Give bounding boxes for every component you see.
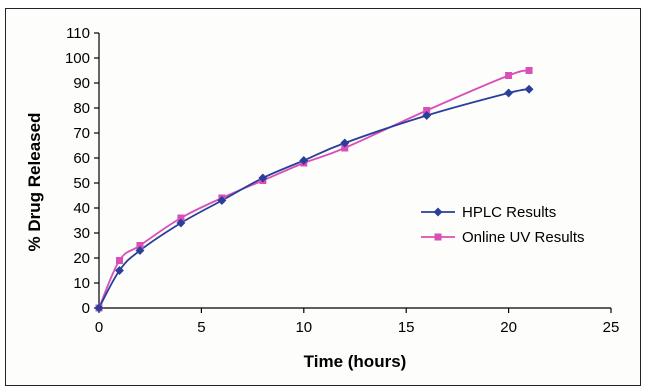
y-tick-label: 10 (73, 275, 90, 292)
y-tick-label: 100 (65, 50, 90, 67)
series-lines (98, 69, 530, 309)
y-axis-title: % Drug Released (25, 113, 44, 252)
x-axis-title: Time (hours) (304, 352, 407, 371)
hplc-results-point (94, 303, 104, 313)
hplc-results-point (114, 265, 125, 276)
x-tick-label: 20 (500, 319, 517, 336)
hplc-results-line (98, 88, 530, 309)
hplc-results-point (258, 173, 268, 183)
legend-marker-hplc-results (433, 207, 443, 217)
y-tick-label: 80 (73, 100, 90, 117)
hplc-results-point (524, 84, 534, 94)
hplc-results-point (135, 245, 145, 256)
legend: HPLC Results Online UV Results (421, 204, 585, 246)
hplc-results-point (299, 155, 309, 166)
y-tick-label: 30 (73, 225, 90, 242)
x-tick-label: 10 (295, 319, 312, 336)
axes: 0 10 20 30 40 50 60 70 80 90 100 110 0 5 10 15 20 25 (65, 25, 619, 336)
x-tick-label: 15 (398, 319, 415, 336)
y-tick-label: 20 (73, 250, 90, 267)
hplc-results-point (217, 195, 227, 206)
y-tick-label: 70 (73, 125, 90, 142)
online-uv-results-point (115, 257, 123, 264)
hplc-results-point (176, 218, 186, 228)
drug-release-chart: 0 10 20 30 40 50 60 70 80 90 100 110 0 5 10 15 20 25 Time… (25, 25, 619, 371)
x-tick-label: 5 (197, 319, 205, 336)
y-tick-label: 0 (82, 300, 90, 317)
legend-marker-online-uv-results (434, 233, 442, 241)
hplc-results-point (340, 138, 350, 148)
series-markers (94, 67, 534, 313)
legend-label-online-uv-results: Online UV Results (462, 229, 585, 246)
hplc-results-point (504, 88, 514, 98)
online-uv-results-point (525, 67, 533, 74)
y-tick-label: 110 (66, 25, 90, 42)
legend-label-hplc-results: HPLC Results (462, 204, 556, 221)
y-tick-label: 90 (73, 75, 90, 92)
y-tick-label: 40 (73, 200, 90, 217)
x-tick-label: 25 (603, 319, 620, 336)
x-tick-label: 0 (95, 319, 103, 336)
chart-frame: 0 10 20 30 40 50 60 70 80 90 100 110 0 5 10 15 20 25 Time… (5, 8, 641, 386)
y-tick-label: 50 (73, 175, 90, 192)
online-uv-results-point (505, 72, 513, 79)
hplc-results-point (422, 110, 432, 121)
y-tick-label: 60 (73, 150, 90, 167)
online-uv-results-line (98, 69, 530, 309)
